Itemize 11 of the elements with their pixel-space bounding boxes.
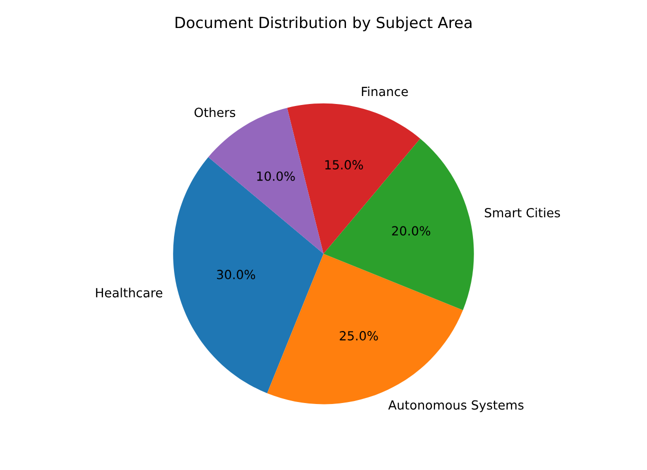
slice-label: Healthcare	[96, 288, 162, 298]
data-label: 25.0%	[340, 331, 378, 340]
slice-label: Others	[194, 107, 236, 118]
data-label: 10.0%	[257, 171, 295, 181]
slice-label: Smart Cities	[484, 208, 560, 218]
slice-label: Finance	[362, 86, 408, 96]
slice-label: Autonomous Systems	[388, 400, 524, 412]
data-label: 15.0%	[325, 160, 363, 170]
chart-title: Document Distribution by Subject Area	[176, 16, 472, 32]
data-label: 20.0%	[392, 226, 430, 236]
data-label: 30.0%	[217, 270, 256, 280]
